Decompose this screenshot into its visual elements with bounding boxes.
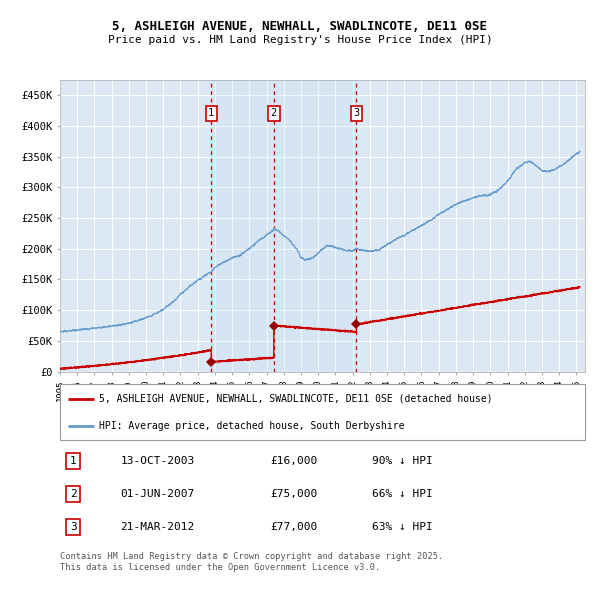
Text: 21-MAR-2012: 21-MAR-2012 xyxy=(121,522,194,532)
Text: £77,000: £77,000 xyxy=(270,522,317,532)
Text: £16,000: £16,000 xyxy=(270,456,317,466)
Bar xyxy=(211,80,356,372)
Text: 5, ASHLEIGH AVENUE, NEWHALL, SWADLINCOTE, DE11 0SE: 5, ASHLEIGH AVENUE, NEWHALL, SWADLINCOTE… xyxy=(113,20,487,33)
Text: 1: 1 xyxy=(208,109,214,119)
Text: 01-JUN-2007: 01-JUN-2007 xyxy=(121,489,194,499)
Text: 90% ↓ HPI: 90% ↓ HPI xyxy=(373,456,433,466)
Text: 63% ↓ HPI: 63% ↓ HPI xyxy=(373,522,433,532)
Text: HPI: Average price, detached house, South Derbyshire: HPI: Average price, detached house, Sout… xyxy=(100,421,405,431)
Text: 13-OCT-2003: 13-OCT-2003 xyxy=(121,456,194,466)
Text: 2: 2 xyxy=(70,489,77,499)
Text: 2: 2 xyxy=(271,109,277,119)
Text: Price paid vs. HM Land Registry's House Price Index (HPI): Price paid vs. HM Land Registry's House … xyxy=(107,35,493,45)
Text: Contains HM Land Registry data © Crown copyright and database right 2025.
This d: Contains HM Land Registry data © Crown c… xyxy=(60,552,443,572)
Text: £75,000: £75,000 xyxy=(270,489,317,499)
Text: 3: 3 xyxy=(353,109,359,119)
Text: 3: 3 xyxy=(70,522,77,532)
Text: 66% ↓ HPI: 66% ↓ HPI xyxy=(373,489,433,499)
Text: 1: 1 xyxy=(70,456,77,466)
Text: 5, ASHLEIGH AVENUE, NEWHALL, SWADLINCOTE, DE11 0SE (detached house): 5, ASHLEIGH AVENUE, NEWHALL, SWADLINCOTE… xyxy=(100,394,493,404)
